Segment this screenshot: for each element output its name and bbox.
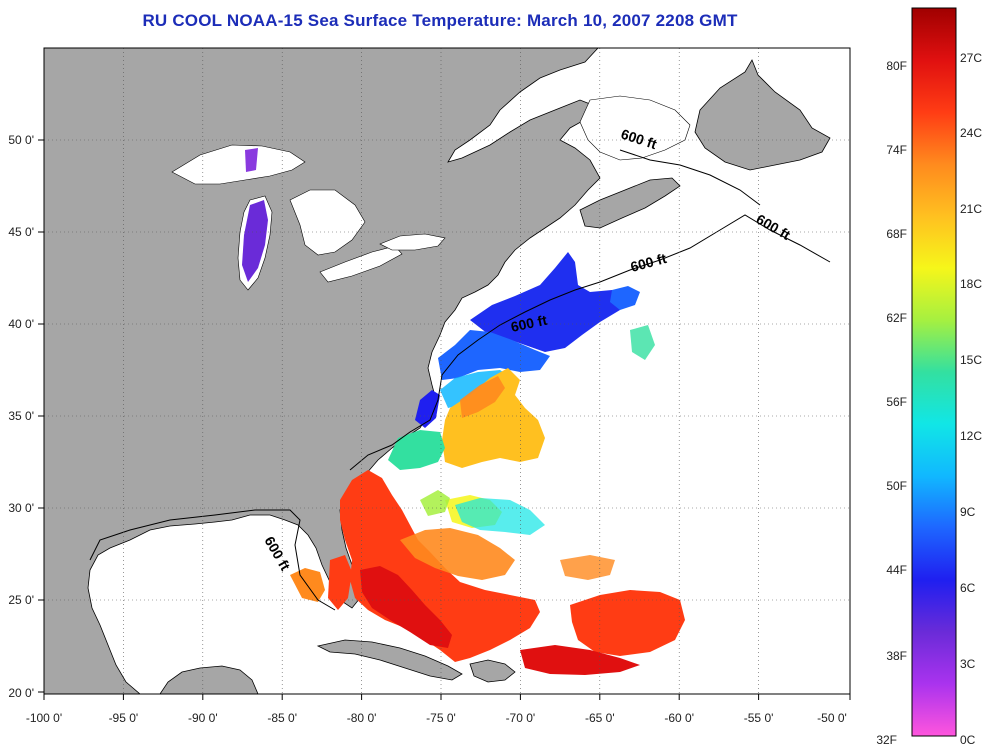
lon-label: -70 0' [506, 711, 536, 725]
fahrenheit-label: 50F [886, 479, 907, 493]
lon-label: -75 0' [426, 711, 456, 725]
lake-ontario [379, 233, 446, 251]
land-hispaniola [469, 659, 516, 683]
lat-label: 45 0' [8, 225, 34, 239]
fahrenheit-label: 56F [886, 395, 907, 409]
colorbar-fahrenheit-labels: 80F 74F 68F 62F 56F 50F 44F 38F 32F [876, 59, 907, 747]
fahrenheit-label: 38F [886, 649, 907, 663]
sst-shelf-blue [438, 330, 550, 380]
lat-label: 40 0' [8, 317, 34, 331]
fahrenheit-label: 32F [876, 733, 897, 747]
lon-label: -60 0' [664, 711, 694, 725]
lat-label: 30 0' [8, 501, 34, 515]
lon-label: -95 0' [109, 711, 139, 725]
sst-east-green [630, 325, 655, 360]
lake-superior [171, 144, 306, 185]
contour-label-4: 600 ft [509, 312, 548, 335]
lon-label: -100 0' [26, 711, 62, 725]
fahrenheit-label: 62F [886, 311, 907, 325]
celsius-label: 21C [960, 202, 982, 216]
celsius-label: 18C [960, 277, 982, 291]
sst-lake-superior-patch [245, 148, 258, 172]
lat-label: 50 0' [8, 133, 34, 147]
celsius-label: 3C [960, 657, 976, 671]
sst-cyan-scatter [455, 498, 545, 535]
sst-dark-blue-south-shelf [415, 390, 440, 428]
latitude-labels: 50 0' 45 0' 40 0' 35 0' 30 0' 25 0' 20 0… [8, 133, 34, 700]
land-cuba [316, 639, 463, 681]
map-frame [43, 47, 851, 695]
sst-gulf-stream-yellow [442, 368, 545, 468]
lon-label: -65 0' [585, 711, 615, 725]
sst-south-red-2 [520, 645, 640, 675]
sst-lake-michigan [242, 200, 268, 282]
lat-label: 35 0' [8, 409, 34, 423]
depth-contour-600ft [89, 149, 831, 611]
colorbar-scale [911, 7, 957, 737]
land-newfoundland [694, 59, 831, 171]
axis-ticks [38, 139, 851, 700]
fahrenheit-label: 74F [886, 143, 907, 157]
sst-florida-west [328, 555, 352, 610]
celsius-label: 12C [960, 429, 982, 443]
lon-label: -85 0' [267, 711, 297, 725]
fahrenheit-label: 44F [886, 563, 907, 577]
sst-south-red-1 [570, 590, 685, 656]
sst-gulf-stream-orange [460, 376, 505, 418]
celsius-label: 15C [960, 353, 982, 367]
celsius-label: 9C [960, 505, 976, 519]
sst-gulf-of-maine [470, 252, 625, 352]
land-nova-scotia [579, 177, 681, 229]
lon-label: -50 0' [817, 711, 847, 725]
colorbar-celsius-labels: 27C 24C 21C 18C 15C 12C 9C 6C 3C 0C [960, 51, 982, 747]
celsius-label: 27C [960, 51, 982, 65]
lon-label: -90 0' [188, 711, 218, 725]
land-yucatan [159, 665, 259, 694]
map-panel: 600 ft 600 ft 600 ft 600 ft 600 ft [44, 48, 850, 694]
sst-orange-mid [400, 528, 515, 580]
lat-label: 20 0' [8, 686, 34, 700]
sst-east-scatter [560, 555, 615, 580]
fahrenheit-label: 68F [886, 227, 907, 241]
lake-huron [289, 189, 366, 256]
longitude-labels: -100 0' -95 0' -90 0' -85 0' -80 0' -75 … [26, 711, 847, 725]
celsius-label: 6C [960, 581, 976, 595]
sst-bahamas-red [360, 566, 452, 648]
sst-scotian-blue [610, 286, 640, 310]
fahrenheit-label: 80F [886, 59, 907, 73]
lon-label: -80 0' [347, 711, 377, 725]
lat-label: 25 0' [8, 593, 34, 607]
celsius-label: 24C [960, 126, 982, 140]
sst-green-mid [420, 490, 450, 516]
sst-green-band [388, 430, 445, 470]
lon-label: -55 0' [744, 711, 774, 725]
lake-erie [319, 245, 403, 283]
celsius-label: 0C [960, 733, 976, 747]
map-title: RU COOL NOAA-15 Sea Surface Temperature:… [142, 11, 738, 30]
colorbar: 80F 74F 68F 62F 56F 50F 44F 38F 32F 27C … [876, 7, 982, 747]
